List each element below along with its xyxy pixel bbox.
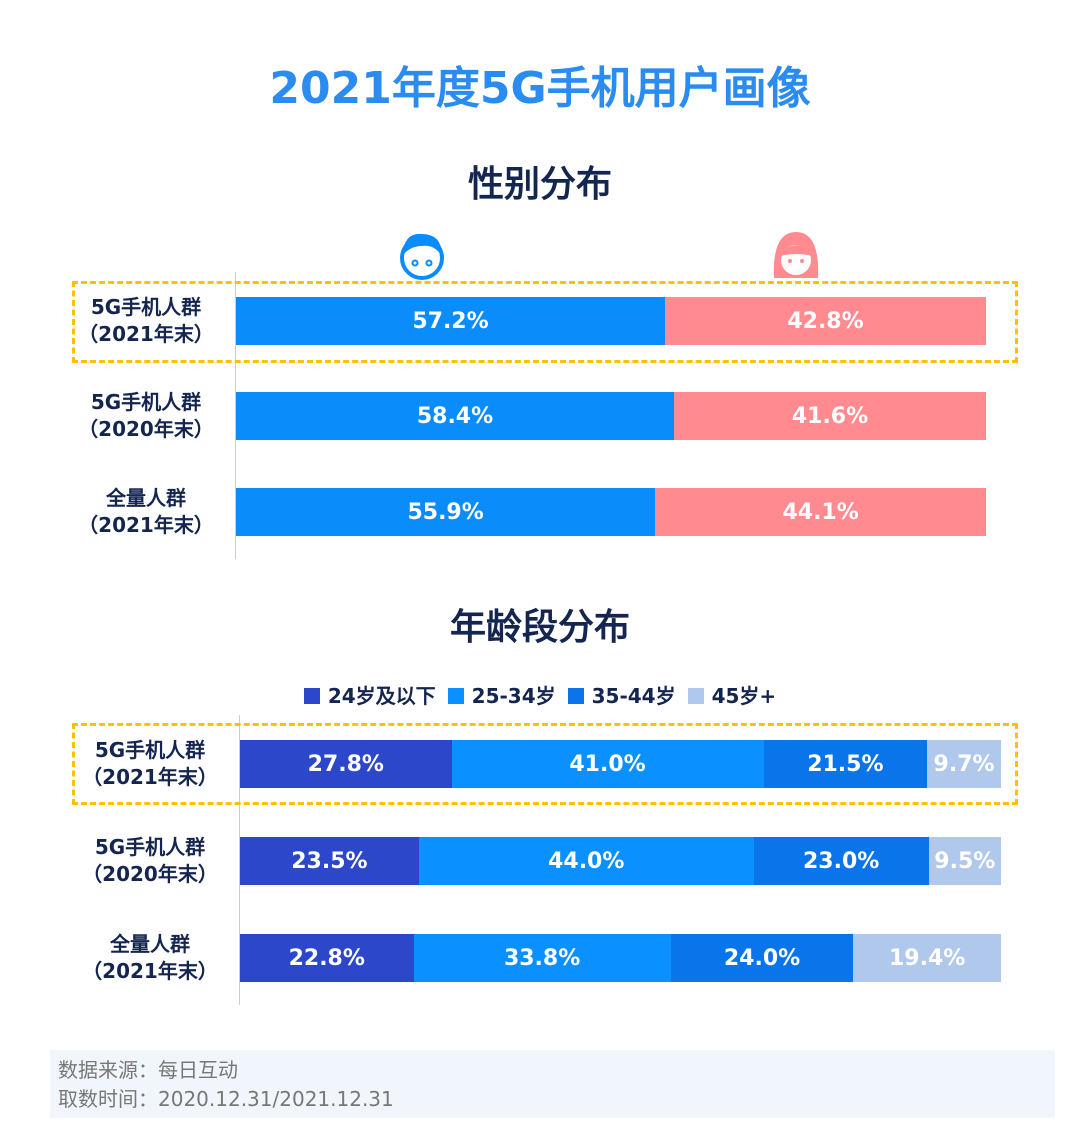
legend-label: 45岁+ — [711, 684, 777, 708]
bar-segment: 19.4% — [853, 934, 1001, 982]
category-label: 5G手机人群 （2020年末） — [78, 390, 214, 441]
gender-chart-title: 性别分布 — [467, 164, 612, 205]
stacked-bar: 22.8% 33.8% 24.0% 19.4% — [240, 934, 1001, 982]
bar-segment: 21.5% — [763, 740, 928, 788]
category-label: 5G手机人群 （2020年末） — [82, 835, 218, 886]
female-icon — [773, 232, 819, 278]
legend-item: 45岁+ — [687, 680, 777, 709]
bar-segment: 44.1% — [655, 488, 986, 536]
category-label: 5G手机人群 （2021年末） — [82, 738, 218, 789]
stacked-bar: 57.2% 42.8% — [236, 297, 986, 345]
bar-segment: 22.8% — [240, 934, 414, 982]
category-label: 全量人群 （2021年末） — [78, 486, 214, 537]
stacked-bar: 23.5% 44.0% 23.0% 9.5% — [240, 837, 1001, 885]
age-chart-title: 年龄段分布 — [449, 607, 630, 648]
bar-segment: 58.4% — [236, 392, 674, 440]
bar-segment: 57.2% — [236, 297, 665, 345]
highlight-box — [72, 281, 1018, 363]
axis-line — [239, 715, 240, 1005]
footer: 数据来源：每日互动 取数时间：2020.12.31/2021.12.31 — [50, 1050, 1055, 1118]
bar-segment: 24.0% — [670, 934, 854, 982]
legend-label: 24岁及以下 — [327, 684, 436, 708]
legend-swatch — [303, 688, 320, 704]
category-label: 5G手机人群 （2021年末） — [78, 295, 214, 346]
legend-item: 24岁及以下 — [303, 680, 436, 709]
legend-label: 25-34岁 — [471, 684, 556, 708]
bar-segment: 33.8% — [413, 934, 671, 982]
bar-segment: 41.6% — [674, 392, 986, 440]
legend-item: 25-34岁 — [447, 680, 556, 709]
legend-item: 35-44岁 — [567, 680, 676, 709]
legend-swatch — [687, 688, 704, 704]
bar-segment: 23.0% — [753, 837, 929, 885]
category-label: 全量人群 （2021年末） — [82, 932, 218, 983]
bar-segment: 9.5% — [928, 837, 1001, 885]
legend-label: 35-44岁 — [591, 684, 676, 708]
stacked-bar: 55.9% 44.1% — [236, 488, 986, 536]
bar-segment: 44.0% — [418, 837, 754, 885]
axis-line — [235, 272, 236, 559]
data-time: 取数时间：2020.12.31/2021.12.31 — [58, 1087, 394, 1111]
page-title: 2021年度5G手机用户画像 — [269, 63, 811, 114]
data-source: 数据来源：每日互动 — [58, 1058, 238, 1082]
bar-segment: 55.9% — [236, 488, 656, 536]
bar-segment: 41.0% — [451, 740, 764, 788]
legend-swatch — [447, 688, 464, 704]
bar-segment: 27.8% — [240, 740, 452, 788]
legend-swatch — [567, 688, 584, 704]
bar-segment: 42.8% — [665, 297, 986, 345]
highlight-box — [72, 723, 1018, 805]
stacked-bar: 58.4% 41.6% — [236, 392, 986, 440]
male-icon — [400, 233, 444, 280]
bar-segment: 23.5% — [240, 837, 419, 885]
stacked-bar: 27.8% 41.0% 21.5% 9.7% — [240, 740, 1001, 788]
legend: 24岁及以下 25-34岁 35-44岁 45岁+ — [0, 680, 1080, 709]
bar-segment: 9.7% — [927, 740, 1001, 788]
